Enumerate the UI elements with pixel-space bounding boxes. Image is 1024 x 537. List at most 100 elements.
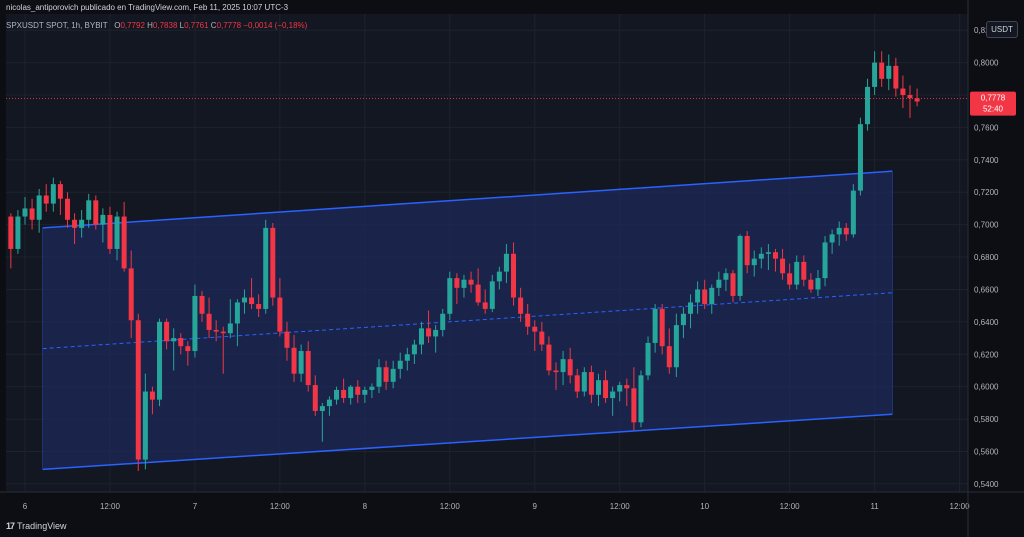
- candle-body[interactable]: [185, 346, 191, 352]
- candle-body[interactable]: [149, 391, 155, 400]
- candle-body[interactable]: [702, 289, 708, 305]
- candle-body[interactable]: [765, 252, 771, 254]
- candle-body[interactable]: [496, 271, 502, 282]
- candle-body[interactable]: [355, 386, 361, 395]
- candle-body[interactable]: [135, 320, 141, 460]
- candle-body[interactable]: [8, 216, 14, 249]
- candle-body[interactable]: [617, 385, 623, 392]
- candle-body[interactable]: [319, 406, 325, 411]
- candle-body[interactable]: [107, 214, 113, 249]
- candle-body[interactable]: [305, 351, 311, 386]
- candle-body[interactable]: [610, 391, 616, 399]
- candle-body[interactable]: [36, 195, 42, 220]
- candle-body[interactable]: [22, 208, 28, 217]
- candle-body[interactable]: [348, 386, 354, 399]
- candle-body[interactable]: [836, 227, 842, 235]
- candle-body[interactable]: [64, 198, 70, 220]
- candle-body[interactable]: [511, 253, 517, 298]
- candle-body[interactable]: [15, 216, 21, 249]
- candle-body[interactable]: [411, 344, 417, 355]
- candle-body[interactable]: [277, 297, 283, 332]
- candle-body[interactable]: [518, 297, 524, 314]
- candle-body[interactable]: [716, 279, 722, 288]
- candle-body[interactable]: [447, 278, 453, 314]
- candle-body[interactable]: [171, 338, 177, 342]
- candle-body[interactable]: [595, 380, 601, 395]
- candle-body[interactable]: [461, 279, 467, 288]
- candle-body[interactable]: [808, 279, 814, 290]
- candle-body[interactable]: [907, 95, 913, 99]
- candle-body[interactable]: [256, 304, 262, 309]
- candle-body[interactable]: [206, 313, 212, 330]
- candle-body[interactable]: [645, 342, 651, 376]
- candle-body[interactable]: [128, 268, 134, 321]
- candle-body[interactable]: [900, 88, 906, 96]
- candle-body[interactable]: [114, 216, 120, 249]
- candle-body[interactable]: [57, 184, 63, 199]
- candle-body[interactable]: [695, 289, 701, 303]
- candle-body[interactable]: [334, 389, 340, 400]
- candle-body[interactable]: [121, 216, 127, 269]
- candle-body[interactable]: [369, 386, 375, 390]
- candle-body[interactable]: [43, 195, 49, 204]
- candle-body[interactable]: [893, 65, 899, 89]
- candle-body[interactable]: [100, 214, 106, 225]
- candle-body[interactable]: [638, 375, 644, 423]
- candle-body[interactable]: [879, 62, 885, 79]
- candle-body[interactable]: [440, 313, 446, 330]
- candle-body[interactable]: [142, 391, 148, 460]
- candle-body[interactable]: [489, 281, 495, 309]
- candle-body[interactable]: [865, 86, 871, 125]
- candle-body[interactable]: [362, 389, 368, 395]
- candle-body[interactable]: [914, 98, 920, 102]
- candle-body[interactable]: [581, 372, 587, 392]
- candle-body[interactable]: [475, 284, 481, 303]
- candle-body[interactable]: [72, 219, 78, 228]
- candle-body[interactable]: [872, 62, 878, 87]
- candle-body[interactable]: [525, 313, 531, 327]
- candle-body[interactable]: [560, 359, 566, 373]
- channel-upper-line[interactable]: [42, 170, 893, 229]
- candle-body[interactable]: [666, 346, 672, 368]
- candle-body[interactable]: [164, 321, 170, 342]
- candle-body[interactable]: [383, 367, 389, 382]
- candle-body[interactable]: [723, 273, 729, 280]
- candle-body[interactable]: [178, 338, 184, 347]
- candle-body[interactable]: [86, 200, 92, 220]
- candle-body[interactable]: [709, 287, 715, 305]
- candle-body[interactable]: [567, 359, 573, 376]
- candle-body[interactable]: [843, 227, 849, 235]
- candle-body[interactable]: [157, 321, 163, 400]
- candle-body[interactable]: [468, 279, 474, 285]
- candle-body[interactable]: [213, 329, 219, 332]
- candle-body[interactable]: [312, 385, 318, 411]
- candle-body[interactable]: [284, 331, 290, 348]
- candle-body[interactable]: [737, 235, 743, 296]
- candle-body[interactable]: [404, 354, 410, 361]
- candle-body[interactable]: [588, 372, 594, 395]
- candle-body[interactable]: [298, 351, 304, 374]
- candle-body[interactable]: [624, 385, 630, 389]
- candle-body[interactable]: [730, 273, 736, 296]
- candle-body[interactable]: [780, 258, 786, 274]
- candle-body[interactable]: [794, 261, 800, 285]
- candle-body[interactable]: [241, 297, 247, 303]
- candle-body[interactable]: [829, 234, 835, 243]
- candle-body[interactable]: [539, 331, 545, 345]
- candle-body[interactable]: [857, 124, 863, 191]
- channel-lower-line[interactable]: [42, 413, 893, 471]
- candle-body[interactable]: [192, 295, 198, 352]
- candle-body[interactable]: [426, 328, 432, 337]
- candle-body[interactable]: [263, 227, 269, 309]
- candle-body[interactable]: [822, 242, 828, 279]
- candle-body[interactable]: [744, 235, 750, 266]
- candle-body[interactable]: [673, 325, 679, 368]
- candle-body[interactable]: [652, 308, 658, 343]
- candle-body[interactable]: [503, 253, 509, 272]
- candle-body[interactable]: [680, 313, 686, 326]
- candle-body[interactable]: [390, 368, 396, 382]
- candle-body[interactable]: [758, 253, 764, 259]
- candle-body[interactable]: [815, 278, 821, 290]
- currency-button[interactable]: USDT: [986, 21, 1018, 38]
